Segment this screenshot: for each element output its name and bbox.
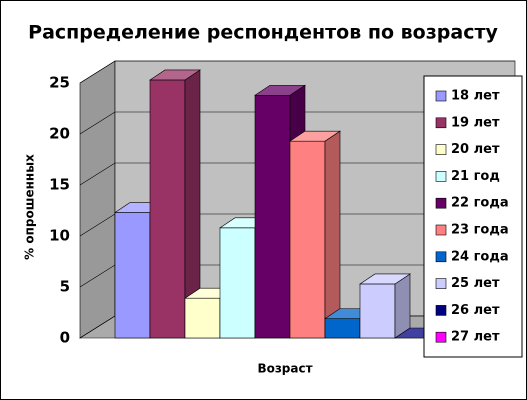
legend-label: 19 лет [451, 115, 500, 130]
legend-label: 27 лет [451, 330, 500, 345]
legend-swatch [435, 90, 447, 102]
legend-label: 26 лет [451, 303, 500, 318]
bar-top [359, 273, 411, 285]
legend-swatch [435, 331, 447, 343]
legend-label: 24 года [451, 249, 509, 264]
legend-swatch [435, 278, 447, 289]
bar-front [149, 79, 186, 339]
legend-swatch [435, 171, 447, 182]
y-axis-label: % опрошенных [23, 154, 37, 260]
bar-top [254, 84, 306, 96]
bar [289, 130, 341, 339]
legend-swatch [435, 144, 447, 155]
legend-label: 18 лет [451, 89, 500, 104]
bar [359, 273, 411, 339]
grid-line [79, 111, 515, 135]
bar-front [254, 94, 291, 339]
y-tick-label: 0 [60, 329, 70, 347]
bar-front [184, 297, 221, 339]
grid-line [79, 162, 515, 186]
plot: 0 5 10 15 20 25 [49, 60, 517, 347]
legend-swatch [435, 117, 447, 129]
chart-title: Распределение респондентов по возрасту [28, 22, 498, 44]
y-tick-label: 5 [60, 278, 70, 296]
legend-label: 23 года [451, 223, 509, 238]
x-axis-label: Возраст [257, 362, 312, 376]
legend-label: 22 года [451, 196, 509, 211]
grid-line [79, 60, 515, 84]
bar-front [219, 227, 256, 339]
legend-swatch [435, 251, 447, 263]
legend-swatch [435, 197, 447, 209]
bar-top [149, 69, 201, 81]
bar-front [359, 283, 396, 339]
legend-label: 25 лет [451, 276, 500, 291]
bar-side [324, 130, 341, 339]
legend-label: 20 лет [451, 142, 500, 157]
bar-front [114, 212, 151, 339]
legend-entries: 18 лет 19 лет 20 лет 21 год 22 года 23 года 24… [435, 89, 509, 345]
legend-label: 21 год [451, 169, 500, 184]
left-wall [79, 60, 116, 339]
bar-top [289, 130, 341, 142]
legend-swatch [435, 305, 447, 316]
bar-front [324, 318, 361, 339]
y-tick-label: 20 [49, 125, 70, 143]
bar [149, 69, 201, 339]
bar-side [394, 273, 411, 339]
y-tick-label: 25 [49, 74, 70, 92]
y-tick-label: 15 [49, 176, 70, 194]
bar-front [289, 140, 326, 339]
legend-swatch [435, 224, 447, 236]
y-tick-label: 10 [49, 227, 70, 245]
